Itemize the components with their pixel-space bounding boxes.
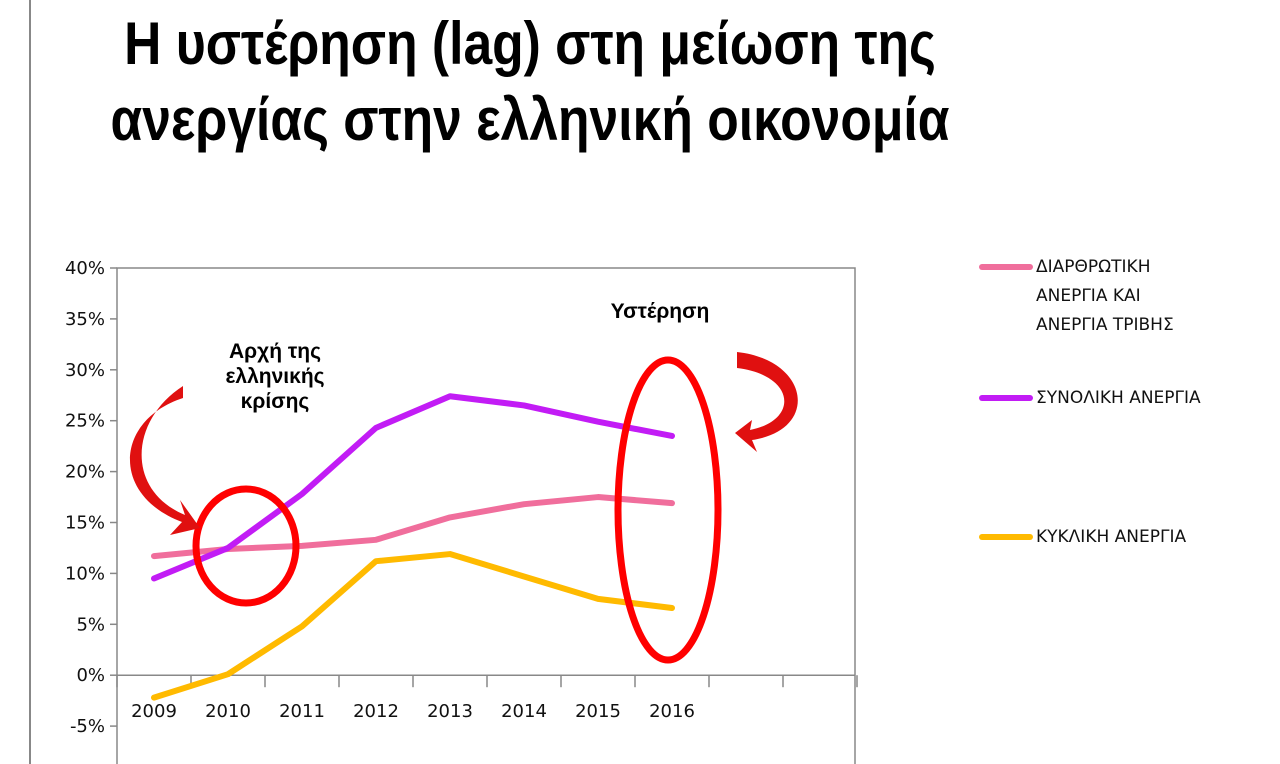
x-tick-label: 2015 <box>575 701 621 722</box>
series-line-2 <box>151 551 675 701</box>
curved-arrow-icon <box>129 386 200 535</box>
y-tick-label: 30% <box>65 360 105 381</box>
curved-arrow-icon <box>735 352 798 452</box>
y-tick-label: 0% <box>76 665 105 686</box>
left-border <box>29 0 31 764</box>
crisis-annotation-line: κρίσης <box>241 390 310 413</box>
x-tick-label: 2012 <box>353 701 399 722</box>
x-tick-label: 2009 <box>131 701 177 722</box>
legend-label: ΣΥΝΟΛΙΚΗ ΑΝΕΡΓΙΑ <box>1036 388 1201 408</box>
x-tick-label: 2014 <box>501 701 547 722</box>
y-tick-label: 10% <box>65 563 105 584</box>
lag-annotation: Υστέρηση <box>611 300 710 323</box>
x-tick-label: 2016 <box>649 701 695 722</box>
y-tick-label: 25% <box>65 411 105 432</box>
y-tick-label: 5% <box>76 614 105 635</box>
crisis-circle <box>192 485 300 607</box>
x-tick-label: 2011 <box>279 701 325 722</box>
y-tick-label: -5% <box>70 716 105 737</box>
series-line-0 <box>151 494 675 560</box>
series-line-1 <box>151 393 675 582</box>
y-tick-label: 20% <box>65 462 105 483</box>
legend-label: ΔΙΑΡΘΡΩΤΙΚΗ ΑΝΕΡΓΙΑ ΚΑΙ ΑΝΕΡΓΙΑ ΤΡΙΒΗΣ <box>1036 257 1174 335</box>
legend-label: ΚΥΚΛΙΚΗ ΑΝΕΡΓΙΑ <box>1036 527 1187 547</box>
y-tick-label: 35% <box>65 309 105 330</box>
lag-ellipse <box>614 356 722 664</box>
x-tick-label: 2013 <box>427 701 473 722</box>
plot-area <box>116 267 856 764</box>
crisis-annotation-line: Αρχή της <box>229 340 321 363</box>
y-tick-label: 40% <box>65 258 105 279</box>
crisis-annotation-line: ελληνικής <box>225 365 324 388</box>
x-tick-label: 2010 <box>205 701 251 722</box>
chart-title: Η υστέρηση (lag) στη μείωση της ανεργίας… <box>110 10 950 153</box>
y-tick-label: 15% <box>65 513 105 534</box>
